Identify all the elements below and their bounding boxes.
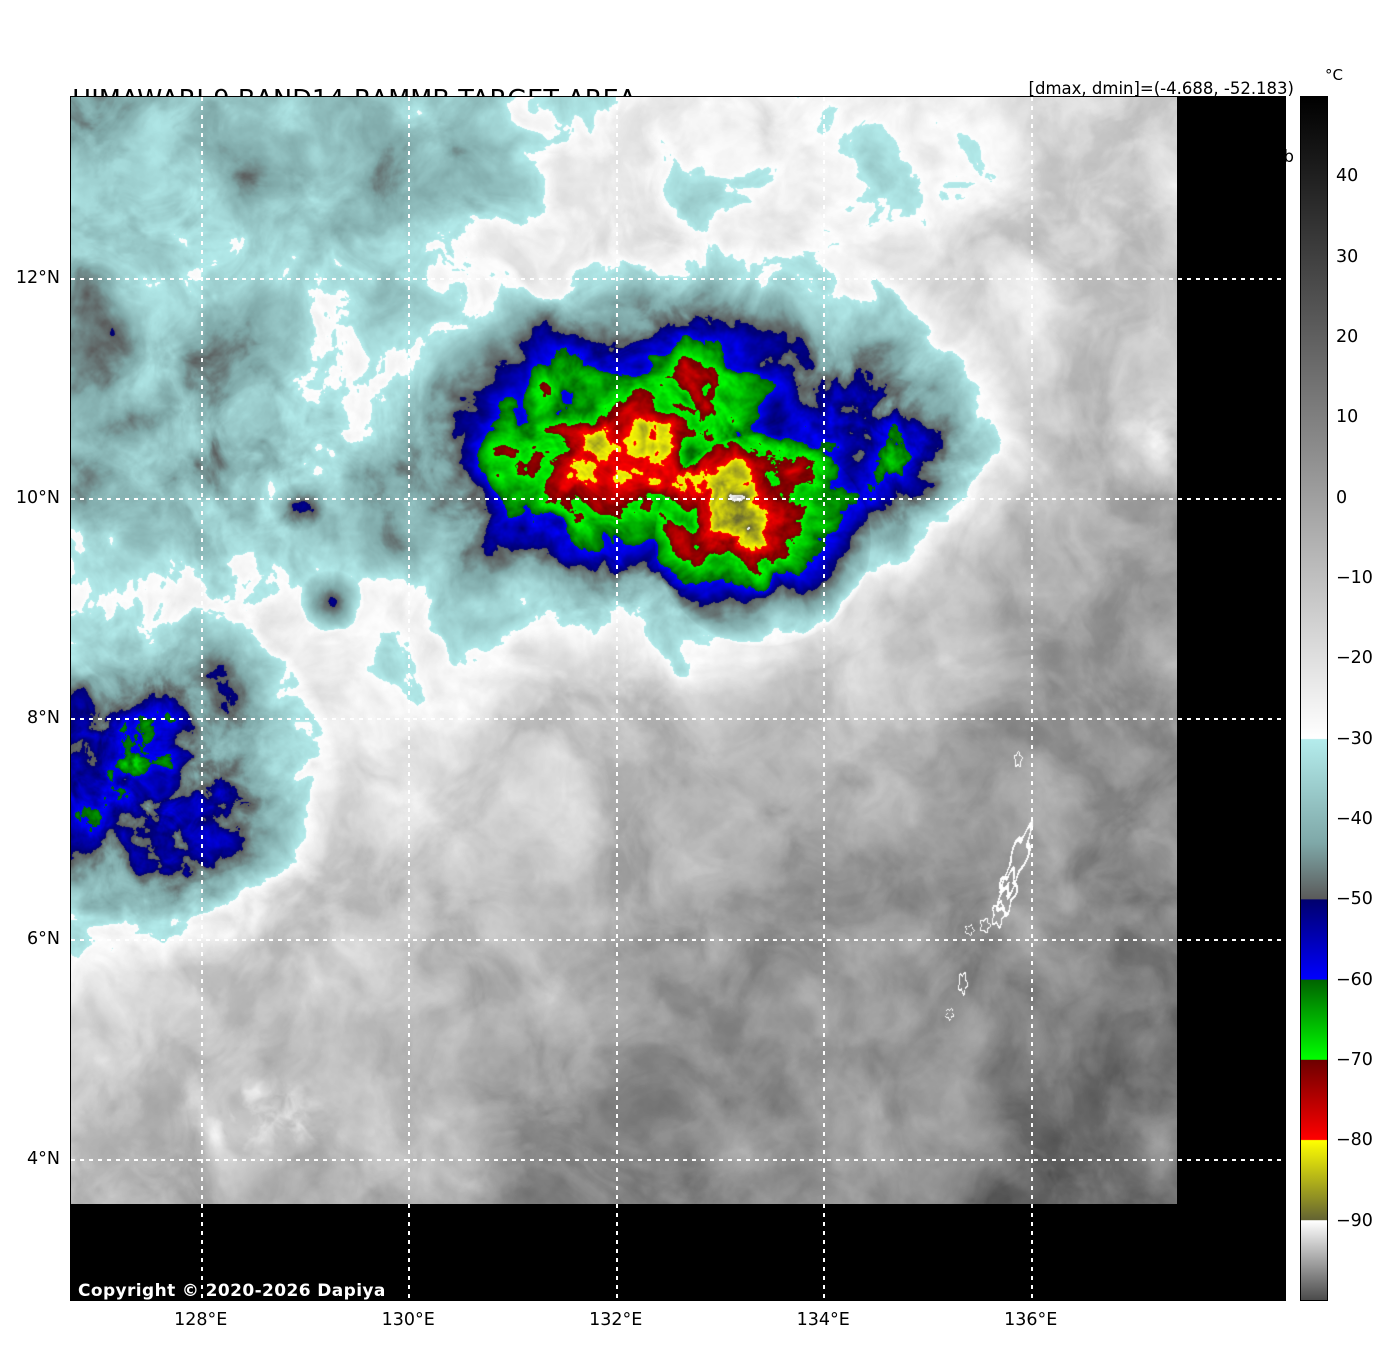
lon-tick-2: 132°E: [589, 1310, 643, 1330]
lat-tick-0: 12°N: [15, 267, 60, 288]
lat-tick-4: 4°N: [27, 1148, 60, 1169]
colorbar-tick-11: −70: [1336, 1050, 1373, 1070]
satellite-infrared-raster: [71, 97, 1177, 1204]
satellite-plot-area[interactable]: [70, 96, 1286, 1301]
lat-tick-2: 8°N: [27, 708, 60, 729]
lon-tick-4: 136°E: [1004, 1310, 1058, 1330]
colorbar-tick-12: −80: [1336, 1130, 1373, 1151]
colorbar-tick-8: −40: [1336, 809, 1373, 829]
colorbar-tick-5: −10: [1336, 568, 1373, 588]
colorbar-tick-1: 30: [1336, 246, 1359, 267]
temperature-colorbar[interactable]: [1300, 96, 1328, 1301]
ir-brightness-temperature-canvas: [71, 97, 1177, 1204]
colorbar-tick-3: 10: [1336, 407, 1359, 428]
colorbar-tick-0: 40: [1336, 166, 1359, 187]
colorbar-tick-13: −90: [1336, 1210, 1373, 1231]
lon-tick-3: 134°E: [796, 1310, 850, 1330]
colorbar-gradient-fill: [1301, 97, 1327, 1300]
colorbar-tick-7: −30: [1336, 728, 1373, 749]
lat-tick-3: 6°N: [27, 928, 60, 949]
colorbar-tick-6: −20: [1336, 648, 1373, 669]
colorbar-tick-4: 0: [1336, 487, 1348, 508]
copyright-notice: Copyright © 2020-2026 Dapiya: [78, 1281, 386, 1301]
lon-tick-0: 128°E: [174, 1310, 228, 1330]
colorbar-tick-9: −50: [1336, 889, 1373, 910]
colorbar-tick-2: 20: [1336, 327, 1359, 347]
dmax-dmin-readout: [dmax, dmin]=(-4.688, -52.183): [1028, 78, 1294, 98]
colorbar-unit-label: °C: [1325, 66, 1343, 84]
lat-tick-1: 10°N: [15, 488, 60, 509]
lon-tick-1: 130°E: [381, 1310, 435, 1330]
colorbar-tick-10: −60: [1336, 969, 1373, 990]
